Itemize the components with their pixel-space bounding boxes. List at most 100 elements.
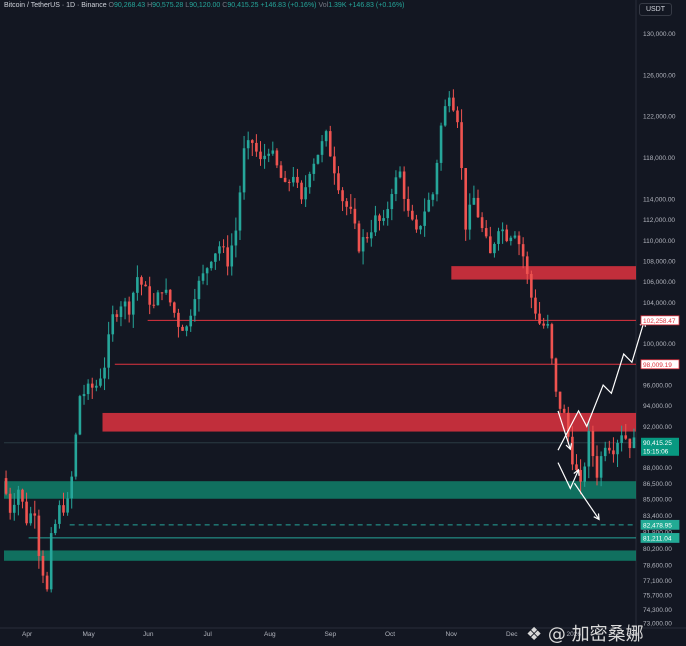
candle-body <box>460 122 463 169</box>
y-tick-label: 73,000.00 <box>643 620 672 627</box>
candle-body <box>201 273 205 281</box>
candle-body <box>242 148 246 193</box>
y-tick-label: 126,000.00 <box>643 72 676 79</box>
candle-body <box>78 396 82 435</box>
y-tick-label: 88,000.00 <box>643 465 672 472</box>
last-price-label: 90,415.25 <box>643 440 672 447</box>
y-tick-label: 106,000.00 <box>643 279 676 286</box>
y-tick-label: 94,000.00 <box>643 403 672 410</box>
level-label-bg-3 <box>640 533 680 543</box>
candle-body <box>193 299 197 316</box>
candle-body <box>628 438 632 449</box>
candle-body <box>70 476 74 499</box>
candle-body <box>558 391 562 409</box>
candle-body <box>452 97 455 111</box>
candle-body <box>525 256 529 274</box>
y-tick-label: 100,000.00 <box>643 341 676 348</box>
y-tick-label: 75,700.00 <box>643 592 672 599</box>
candle-body <box>250 140 254 143</box>
symbol-title: Bitcoin / TetherUS · 1D · Binance <box>4 2 107 9</box>
candle-body <box>341 190 344 202</box>
x-tick-label: May <box>83 631 96 638</box>
candle-body <box>365 237 369 239</box>
candle-body <box>538 313 541 324</box>
candle-body <box>181 326 184 331</box>
candle-body <box>493 243 496 254</box>
projection-arrow-2 <box>557 462 580 490</box>
candle-body <box>58 505 61 524</box>
candle-body <box>447 97 451 107</box>
projection-arrow-0 <box>557 320 645 451</box>
candle-body <box>333 156 336 174</box>
y-tick-label: 92,000.00 <box>643 424 672 431</box>
currency-badge[interactable]: USDT <box>638 3 672 16</box>
level-label-0: 102,258.47 <box>643 318 676 325</box>
candle-body <box>263 155 266 160</box>
zone-3 <box>4 550 636 561</box>
zone-1 <box>102 412 636 432</box>
candle-body <box>173 302 176 313</box>
close-label: C <box>222 2 228 9</box>
candle-body <box>259 151 262 160</box>
candle-body <box>575 464 578 471</box>
candle-body <box>316 154 320 164</box>
candle-body <box>66 498 69 513</box>
candle-body <box>148 286 151 305</box>
candle-body <box>300 182 303 200</box>
x-tick-label: Jun <box>143 631 154 638</box>
watermark-logo-icon: ❖ @ <box>526 624 572 645</box>
watermark: ❖ @ 加密桑娜 <box>526 620 644 646</box>
candle-body <box>435 162 439 195</box>
candle-body <box>521 244 525 257</box>
candle-body <box>587 430 591 467</box>
level-label-bg-2 <box>640 519 680 530</box>
candle-body <box>119 306 123 317</box>
candle-body <box>431 194 435 200</box>
candle-body <box>550 324 554 359</box>
y-tick-label: 83,400.00 <box>643 513 672 520</box>
candle-body <box>53 523 57 534</box>
candle-body <box>168 289 172 303</box>
candle-body <box>115 314 119 317</box>
candle-body <box>476 197 480 218</box>
candle-body <box>131 292 135 315</box>
candle-body <box>599 456 603 478</box>
candle-body <box>160 292 164 294</box>
candle-body <box>603 447 607 457</box>
level-label-1: 98,009.19 <box>643 362 672 369</box>
volume-label: Vol <box>318 2 329 9</box>
candle-body <box>464 168 467 230</box>
open-value: 90,268.43 <box>114 2 146 9</box>
candle-body <box>177 312 180 327</box>
candle-body <box>369 232 373 239</box>
candle-body <box>427 199 431 212</box>
candle-body <box>394 177 398 195</box>
candle-body <box>534 297 537 314</box>
zone-2 <box>4 481 636 499</box>
candle-body <box>517 235 521 245</box>
candle-body <box>382 218 385 221</box>
candle-body <box>497 231 500 244</box>
candle-body <box>95 385 98 388</box>
y-tick-label: 112,000.00 <box>643 217 675 224</box>
candle-body <box>505 229 509 242</box>
candle-body <box>398 171 402 178</box>
level-label-3: 81,211.04 <box>643 535 672 542</box>
candle-body <box>111 314 115 335</box>
candle-body <box>415 219 418 230</box>
y-tick-label: 78,600.00 <box>643 562 672 569</box>
watermark-text: 加密桑娜 <box>571 624 644 645</box>
y-tick-label: 122,000.00 <box>643 114 676 121</box>
candle-body <box>29 513 32 524</box>
high-value: 90,575.28 <box>152 2 184 9</box>
candle-body <box>328 131 332 157</box>
candle-body <box>501 229 504 232</box>
candle-body <box>439 125 443 163</box>
x-tick-label: 2026 <box>567 631 582 638</box>
candle-body <box>456 110 459 123</box>
candle-body <box>513 235 517 238</box>
candle-body <box>530 273 533 298</box>
x-tick-label: Oct <box>385 631 395 638</box>
y-tick-label: 86,500.00 <box>643 481 672 488</box>
